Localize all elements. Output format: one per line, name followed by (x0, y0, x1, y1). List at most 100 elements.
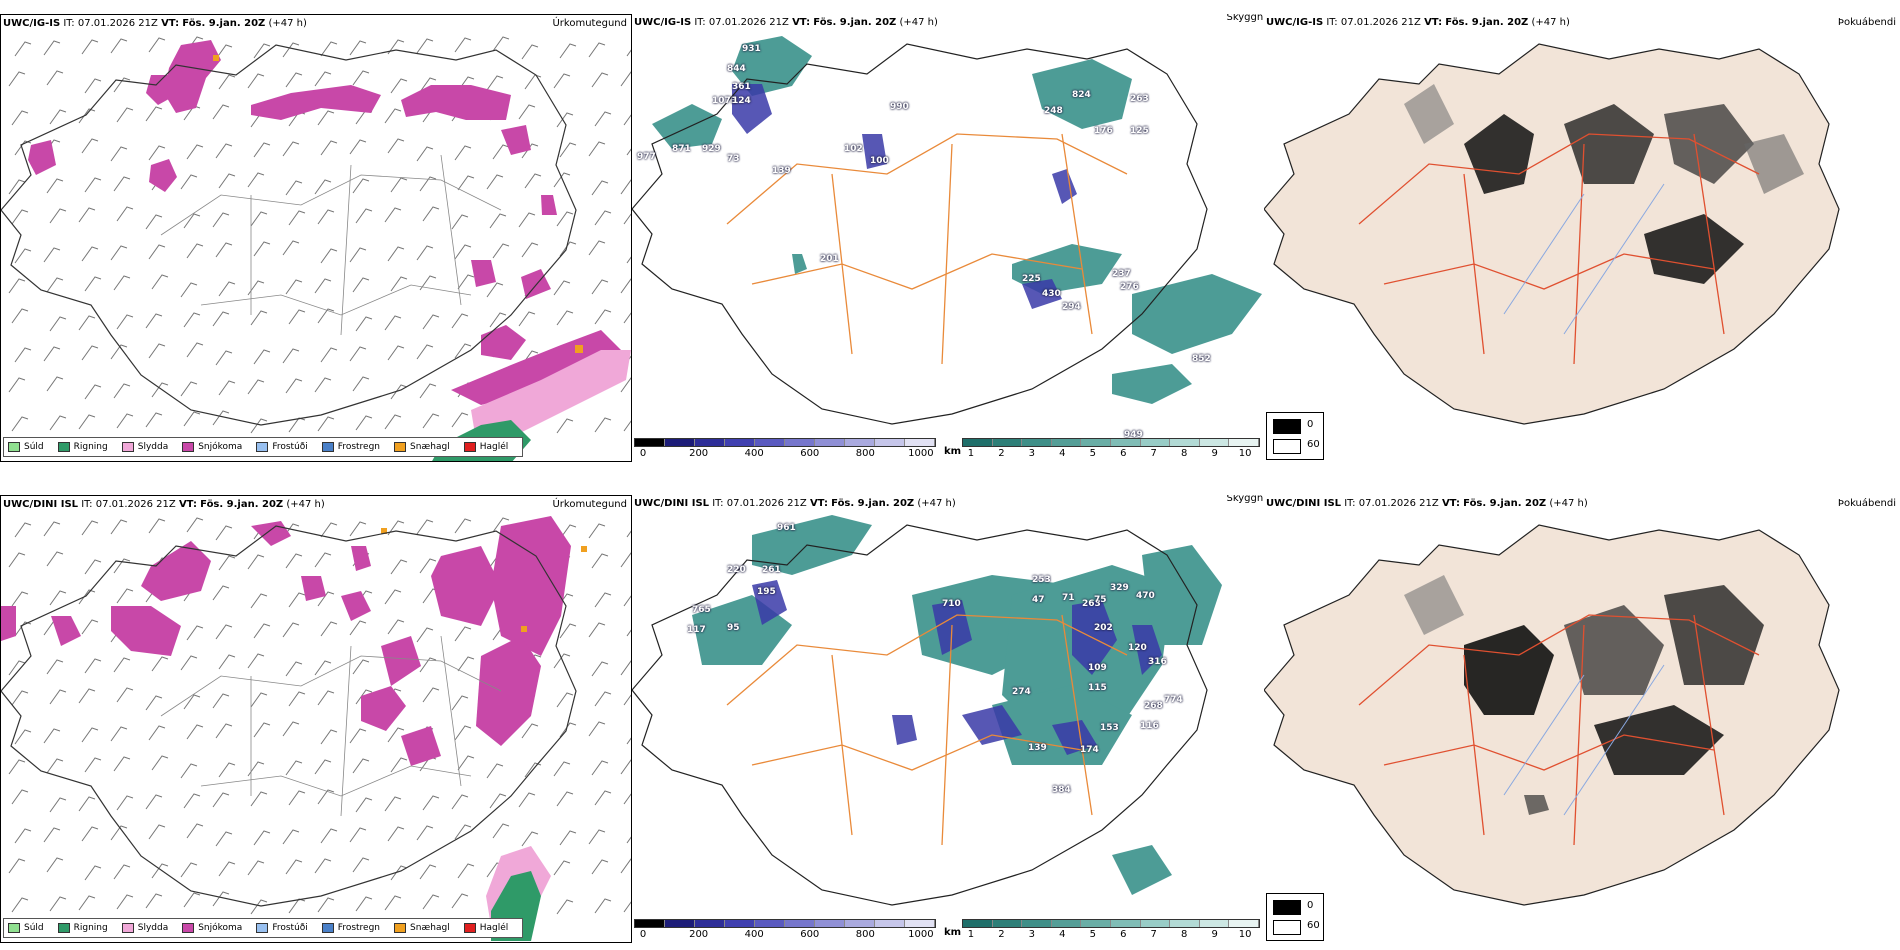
cloud-base-value: 116 (1140, 721, 1159, 731)
legend-label: Frostregn (337, 923, 381, 933)
cloud-base-value: 931 (742, 44, 761, 54)
legend-item: Frostúði (256, 923, 308, 933)
cloud-base-map (632, 36, 1262, 425)
fog-legend-label-60: 60 (1307, 439, 1320, 450)
precip-type-panel-bottom: UWC/DINI ISL IT: 07.01.2026 21Z VT: Fös.… (0, 495, 632, 943)
cloud-base-panel-top: UWC/IG-IS IT: 07.01.2026 21Z VT: Fös. 9.… (632, 14, 1264, 462)
legend-item: Slydda (121, 923, 168, 933)
cloud-base-value: 316 (1148, 657, 1167, 667)
colorbar-tick: 10 (1238, 448, 1252, 459)
colorbar-segment (992, 439, 1023, 446)
iceland-coastline (1, 525, 577, 907)
colorbar-tick: 0 (639, 929, 647, 940)
iceland-coastline (632, 43, 1208, 425)
cloud-base-value: 961 (777, 523, 796, 533)
colorbar-segment (963, 439, 993, 446)
colorbar-segment (1199, 439, 1230, 446)
cloud-base-value: 430 (1042, 289, 1061, 299)
colorbar-segment (665, 920, 695, 927)
cloud-base-value: 977 (637, 152, 656, 162)
legend-label: Haglél (479, 923, 509, 933)
colorbar-segment (1022, 439, 1052, 446)
cloud-base-value: 117 (687, 625, 706, 635)
cloud-base-value: 263 (1130, 94, 1149, 104)
colorbar-tick: 1 (967, 929, 975, 940)
colorbar-tick: 4 (1059, 448, 1066, 459)
cloud-base-value: 361 (732, 82, 751, 92)
colorbar-segment (963, 920, 993, 927)
parameter-label: Skyggni (1226, 14, 1264, 23)
panel-header: UWC/IG-IS IT: 07.01.2026 21Z VT: Fös. 9.… (634, 17, 938, 28)
cloud-base-value: 124 (732, 96, 751, 106)
cloud-base-value: 929 (702, 144, 721, 154)
legend-label: Snjókoma (198, 923, 243, 933)
colorbar-tick: 2 (998, 929, 1005, 940)
colorbar-tick: 600 (800, 448, 820, 459)
cloud-base-value: 225 (1022, 274, 1041, 284)
roads (1358, 614, 1760, 846)
colorbar-segment (1081, 920, 1111, 927)
legend-item: Snjókoma (182, 442, 242, 452)
colorbar-tick: 400 (744, 448, 764, 459)
visibility-colorbar: 1 2 3 4 5 6 7 8 9 10 km (944, 438, 1260, 460)
colorbar-tick: 10 (1238, 929, 1252, 940)
colorbar-segment (725, 920, 755, 927)
colorbar-segment (695, 920, 725, 927)
cloud-base-value: 174 (1080, 745, 1099, 755)
fog-legend: 0 60 (1266, 893, 1324, 941)
cloud-base-value: 139 (1028, 743, 1047, 753)
colorbar-segment (815, 920, 845, 927)
legend-label: Haglél (479, 442, 509, 452)
colorbar-tick: 8 (1180, 929, 1188, 940)
colorbar-tick: 9 (1211, 448, 1218, 459)
cloud-base-value: 248 (1044, 106, 1063, 116)
legend-swatch (321, 923, 334, 933)
precip-type-panel-top: UWC/IG-IS IT: 07.01.2026 21Z VT: Fös. 9.… (0, 14, 632, 462)
parameter-label: Úrkomutegund (552, 499, 627, 510)
colorbar-segment (785, 439, 815, 446)
colorbar-tick: 7 (1150, 448, 1157, 459)
colorbar-tick: 600 (800, 929, 820, 940)
iceland-coastline (632, 524, 1208, 906)
cloud-base-value: 100 (870, 156, 889, 166)
fog-indicator-panel-bottom: UWC/DINI ISL IT: 07.01.2026 21Z VT: Fös.… (1264, 495, 1900, 943)
colorbar-segment (755, 920, 785, 927)
sleet-areas (471, 350, 631, 440)
panel-header: UWC/IG-IS IT: 07.01.2026 21Z VT: Fös. 9.… (1266, 17, 1570, 28)
cloud-base-value: 1073 (712, 96, 738, 106)
fog-legend-swatch-60 (1273, 439, 1301, 454)
colorbar-tick: 3 (1028, 929, 1036, 940)
cloud-base-value: 115 (1088, 683, 1107, 693)
cloud-base-value: 71 (1062, 593, 1075, 603)
snow-hail (213, 55, 583, 353)
precip-type-legend: Súld Rigning Slydda Snjókoma Frostúði Frostre… (3, 437, 524, 457)
fog-map (1264, 43, 1840, 425)
cloud-base-value: 384 (1052, 785, 1071, 795)
colorbar-tick: 3 (1028, 448, 1036, 459)
cloud-base-value: 990 (890, 102, 909, 112)
colorbar-segment (1081, 439, 1111, 446)
colorbar-segment (1022, 920, 1052, 927)
cloud-base-value: 470 (1136, 591, 1155, 601)
colorbar-segment (635, 920, 665, 927)
panel-header: UWC/DINI ISL IT: 07.01.2026 21Z VT: Fös.… (1266, 498, 1588, 509)
cloud-base-value: 95 (727, 623, 740, 633)
legend-swatch (8, 923, 20, 933)
roads (160, 154, 502, 336)
cloud-base-value: 774 (1164, 695, 1183, 705)
cloud-base-value: 294 (1062, 302, 1081, 312)
colorbar-tick: 0 (639, 448, 647, 459)
legend-swatch (182, 923, 195, 933)
colorbar-tick: 8 (1180, 448, 1188, 459)
legend-swatch (182, 442, 195, 452)
colorbar-tick: 5 (1089, 929, 1096, 940)
colorbar-segment (1229, 920, 1259, 927)
colorbar-segment (635, 439, 665, 446)
fog-areas (1404, 575, 1764, 815)
snow-hail (381, 528, 587, 632)
colorbar-tick: 1000 (908, 929, 934, 940)
wind-barbs (8, 517, 631, 915)
cloud-base-value: 268 (1144, 701, 1163, 711)
colorbar-segment (845, 920, 875, 927)
